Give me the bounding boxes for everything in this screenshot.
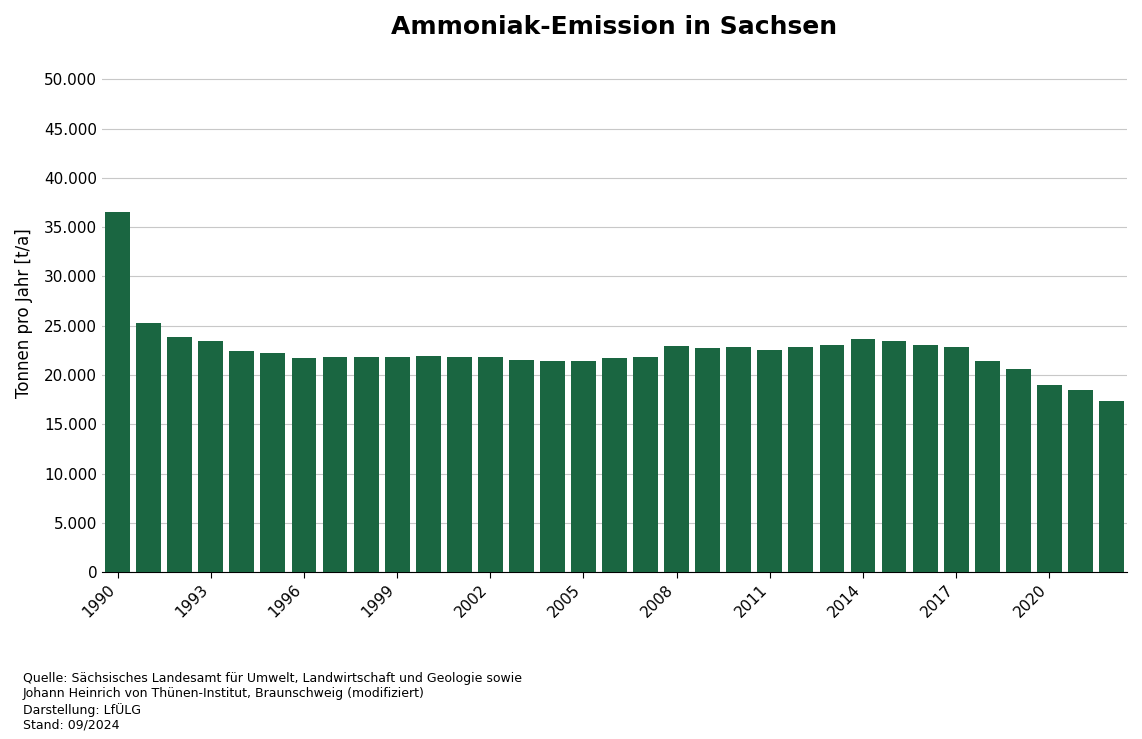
Bar xyxy=(820,345,844,572)
Title: Ammoniak-Emission in Sachsen: Ammoniak-Emission in Sachsen xyxy=(392,15,837,39)
Bar xyxy=(291,358,316,572)
Bar xyxy=(912,345,938,572)
Bar xyxy=(540,361,565,572)
Bar xyxy=(571,361,596,572)
Bar xyxy=(975,361,999,572)
Y-axis label: Tonnen pro Jahr [t/a]: Tonnen pro Jahr [t/a] xyxy=(15,228,33,398)
Bar xyxy=(1099,401,1124,572)
Bar xyxy=(260,353,286,572)
Bar xyxy=(851,338,876,572)
Bar xyxy=(416,356,441,572)
Text: Quelle: Sächsisches Landesamt für Umwelt, Landwirtschaft und Geologie sowie
Joha: Quelle: Sächsisches Landesamt für Umwelt… xyxy=(23,672,522,732)
Bar xyxy=(477,357,502,572)
Bar xyxy=(602,358,627,572)
Bar xyxy=(633,357,658,572)
Bar xyxy=(665,347,689,572)
Bar xyxy=(385,357,410,572)
Bar xyxy=(1037,385,1062,572)
Bar xyxy=(168,336,192,572)
Bar xyxy=(105,212,130,572)
Bar xyxy=(199,341,223,572)
Bar xyxy=(726,347,751,572)
Bar xyxy=(509,360,533,572)
Bar xyxy=(230,351,255,572)
Bar xyxy=(447,357,472,572)
Bar xyxy=(354,357,378,572)
Bar xyxy=(757,350,782,572)
Bar xyxy=(1006,369,1031,572)
Bar xyxy=(695,348,721,572)
Bar xyxy=(136,323,161,572)
Bar xyxy=(322,357,347,572)
Bar xyxy=(943,347,968,572)
Bar xyxy=(788,347,813,572)
Bar xyxy=(1068,389,1093,572)
Bar xyxy=(882,341,907,572)
